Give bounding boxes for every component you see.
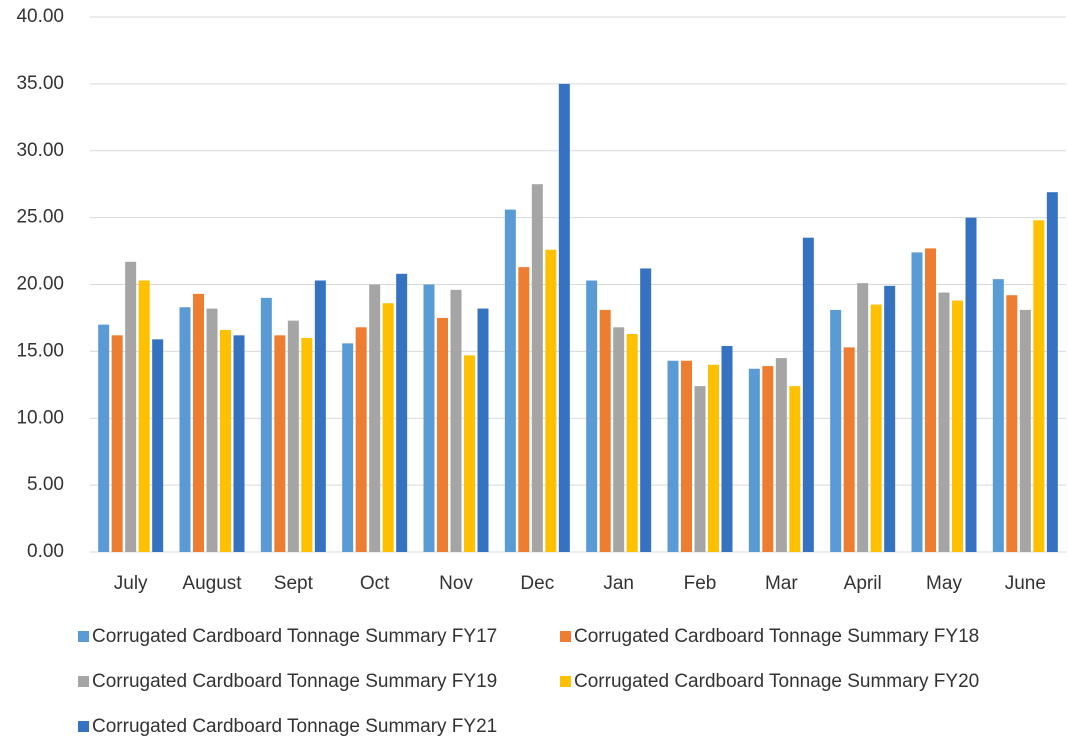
bar [355, 327, 367, 552]
bar [843, 347, 855, 552]
legend-swatch [78, 631, 89, 642]
bar [911, 252, 923, 552]
bar [437, 317, 448, 552]
bar [314, 280, 326, 552]
bar [545, 249, 557, 552]
legend-swatch [78, 721, 89, 732]
y-tick-label: 30.00 [16, 140, 64, 161]
bar [586, 280, 598, 552]
legend-label: Corrugated Cardboard Tonnage Summary FY2… [574, 671, 979, 692]
bar [789, 386, 801, 552]
y-tick-label: 25.00 [16, 207, 64, 228]
bar [708, 364, 719, 552]
legend-swatch [560, 676, 571, 687]
x-tick-label: Dec [520, 573, 554, 594]
legend-label: Corrugated Cardboard Tonnage Summary FY1… [92, 671, 497, 692]
bar [1033, 220, 1045, 553]
legend-swatch [78, 676, 89, 687]
y-tick-label: 5.00 [27, 474, 64, 495]
y-tick-label: 40.00 [16, 6, 64, 27]
bar [287, 320, 299, 552]
bar [138, 280, 150, 552]
bar [952, 300, 963, 552]
y-tick-label: 20.00 [16, 274, 64, 295]
bar [938, 292, 950, 552]
x-tick-label: June [1005, 573, 1046, 594]
bar [1006, 295, 1018, 552]
bar [260, 297, 272, 552]
bar [464, 355, 475, 552]
y-tick-label: 35.00 [16, 73, 64, 94]
bar [396, 273, 408, 552]
bar [802, 237, 814, 552]
x-tick-label: Mar [765, 573, 798, 594]
bar [193, 293, 204, 552]
bar [450, 289, 462, 552]
bar [558, 83, 570, 552]
bar [748, 368, 760, 552]
bar [694, 386, 706, 552]
y-tick-label: 15.00 [16, 340, 64, 361]
bar [992, 279, 1004, 552]
bar [884, 285, 896, 552]
bar [599, 309, 611, 552]
x-tick-label: April [844, 573, 882, 594]
bar [626, 333, 638, 552]
legend-label: Corrugated Cardboard Tonnage Summary FY1… [92, 626, 497, 647]
bar [111, 335, 123, 552]
bar [667, 360, 679, 552]
bar [369, 284, 381, 552]
bar [382, 303, 394, 552]
x-tick-label: May [926, 573, 962, 594]
bar [925, 248, 936, 552]
bar [233, 335, 245, 552]
bar [477, 308, 489, 552]
legend-label: Corrugated Cardboard Tonnage Summary FY2… [92, 716, 497, 737]
legend-swatch [560, 631, 571, 642]
bar [206, 308, 218, 552]
bar [342, 343, 354, 552]
bar [721, 346, 733, 552]
bar [965, 217, 977, 552]
bar [423, 284, 435, 552]
x-tick-label: Nov [439, 573, 473, 594]
bar [1019, 309, 1031, 552]
bar [1046, 192, 1058, 552]
legend-label: Corrugated Cardboard Tonnage Summary FY1… [574, 626, 979, 647]
x-tick-label: July [114, 573, 148, 594]
x-tick-label: Jan [603, 573, 634, 594]
y-tick-label: 10.00 [16, 407, 64, 428]
bar [274, 335, 286, 552]
bar [98, 324, 110, 552]
x-tick-label: Sept [274, 573, 314, 594]
bar [870, 304, 882, 552]
bar [830, 309, 842, 552]
bar [613, 327, 625, 552]
bar [301, 338, 313, 552]
bar [857, 283, 869, 552]
bar [125, 261, 137, 552]
bar [220, 329, 231, 552]
x-tick-label: Feb [684, 573, 717, 594]
bar [762, 366, 774, 552]
y-tick-label: 0.00 [27, 541, 64, 562]
bar [640, 268, 652, 552]
bar [531, 184, 543, 552]
x-tick-label: Oct [360, 573, 390, 594]
bar [179, 307, 191, 552]
bar [681, 360, 692, 552]
bar [504, 209, 516, 552]
bar [775, 358, 787, 552]
bar [518, 267, 530, 552]
x-tick-label: August [182, 573, 242, 594]
bar [152, 339, 164, 552]
